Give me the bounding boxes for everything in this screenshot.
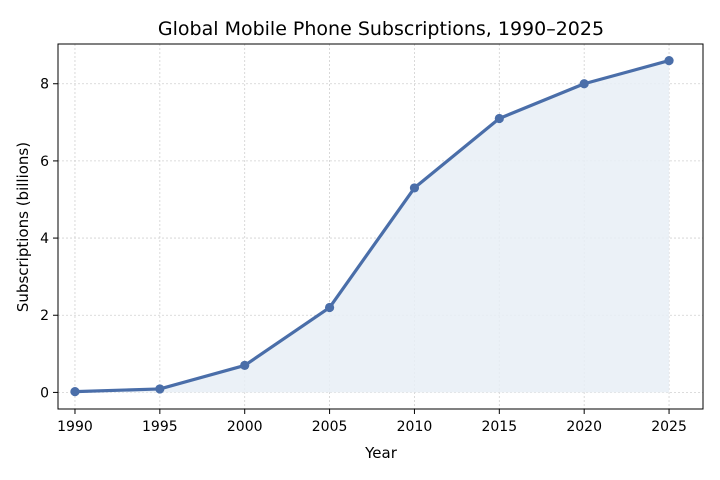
x-tick-label: 2025 xyxy=(651,419,687,435)
y-tick-label: 6 xyxy=(40,154,49,170)
x-axis-ticks: 1990 1995 2000 2005 2010 2015 2020 2025 xyxy=(57,409,687,435)
series-polyline xyxy=(73,58,671,394)
x-tick-label: 2020 xyxy=(566,419,602,435)
y-tick-label: 0 xyxy=(40,385,49,401)
data-point xyxy=(579,79,589,89)
area-fill xyxy=(74,60,670,393)
data-point xyxy=(494,113,504,124)
x-tick-label: 1995 xyxy=(142,419,178,435)
data-point xyxy=(324,302,335,313)
x-tick-label: 2005 xyxy=(312,419,348,435)
series-line xyxy=(73,58,671,394)
data-point xyxy=(240,360,250,371)
x-tick-label: 2000 xyxy=(227,419,263,435)
y-tick-label: 8 xyxy=(40,77,49,93)
data-points xyxy=(70,55,674,397)
series-area xyxy=(74,60,670,393)
data-point xyxy=(70,387,80,397)
y-tick-label: 4 xyxy=(40,231,49,247)
y-tick-label: 2 xyxy=(40,308,49,324)
x-axis-label: Year xyxy=(364,444,398,462)
x-tick-label: 1990 xyxy=(57,419,93,435)
plot-frame xyxy=(57,43,704,410)
y-axis-ticks: 0 2 4 6 8 xyxy=(40,77,58,401)
x-tick-label: 2010 xyxy=(397,419,433,435)
x-tick-label: 2015 xyxy=(481,419,517,435)
chart-title: Global Mobile Phone Subscriptions, 1990–… xyxy=(158,18,604,40)
data-point xyxy=(155,384,165,394)
data-point xyxy=(409,183,420,193)
y-axis-label: Subscriptions (billions) xyxy=(14,142,32,312)
data-point xyxy=(664,55,674,66)
